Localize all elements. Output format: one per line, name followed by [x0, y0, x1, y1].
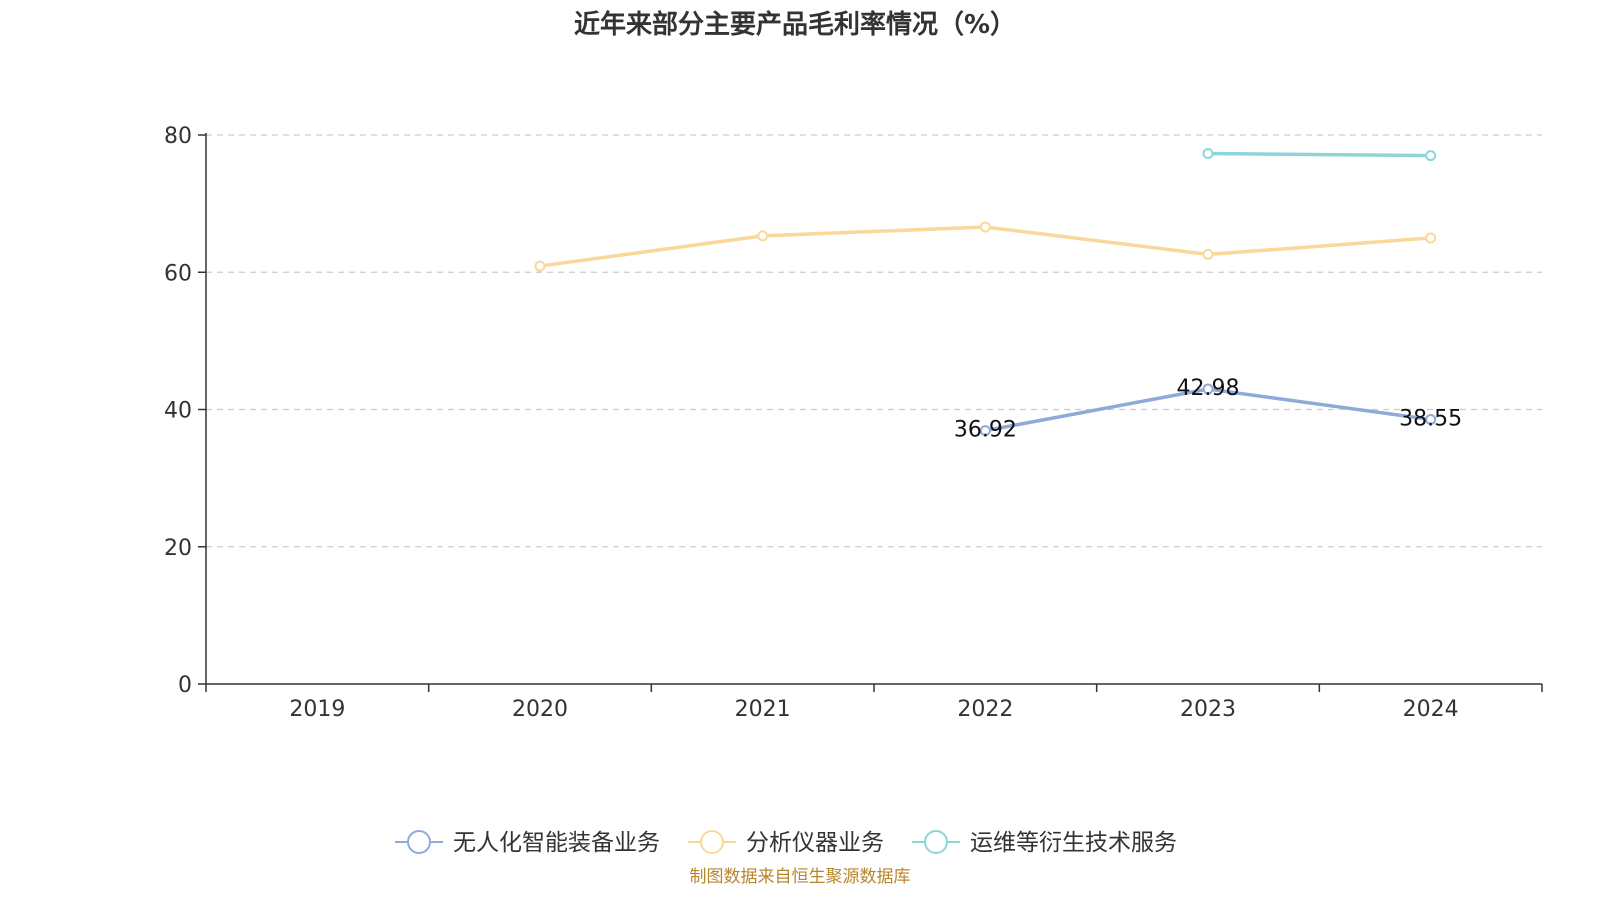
legend-marker [407, 830, 431, 854]
x-tick-label: 2024 [1403, 697, 1459, 722]
legend: 无人化智能装备业务 分析仪器业务 运维等衍生技术服务 [395, 830, 1177, 856]
x-tick-label: 2023 [1180, 697, 1236, 722]
data-label: 42.98 [1177, 376, 1240, 401]
series-line-1 [538, 225, 1433, 268]
legend-label: 无人化智能装备业务 [453, 830, 660, 856]
data-label: 36.92 [954, 418, 1017, 443]
data-labels: 36.92 42.98 38.55 [954, 376, 1462, 443]
data-point [979, 425, 991, 437]
grid-lines [206, 134, 1542, 548]
data-point [757, 230, 769, 242]
data-point [1425, 232, 1437, 244]
data-point [1425, 150, 1437, 162]
axes: 0 20 40 60 80 2019 2020 2021 2022 2023 2024 [164, 124, 1543, 722]
data-point [979, 221, 991, 233]
x-tick-label: 2021 [735, 697, 791, 722]
data-label: 38.55 [1399, 406, 1462, 431]
source-note: 制图数据来自恒生聚源数据库 [690, 867, 911, 887]
y-tick-label: 80 [164, 124, 192, 149]
legend-item-0: 无人化智能装备业务 [395, 830, 660, 856]
y-tick-label: 0 [178, 673, 192, 698]
x-tick-label: 2022 [957, 697, 1013, 722]
legend-marker [700, 830, 724, 854]
legend-label: 运维等衍生技术服务 [970, 830, 1177, 856]
series-group [534, 148, 1437, 437]
chart-title: 近年来部分主要产品毛利率情况（%） [574, 9, 1016, 40]
x-tick-label: 2020 [512, 697, 568, 722]
series-line-2 [1206, 151, 1433, 158]
data-point [1202, 248, 1214, 260]
data-point [1202, 383, 1214, 395]
data-point [1425, 413, 1437, 425]
y-tick-label: 60 [164, 261, 192, 286]
legend-item-1: 分析仪器业务 [688, 830, 884, 856]
data-point [534, 260, 546, 272]
legend-marker [924, 830, 948, 854]
y-tick-label: 20 [164, 536, 192, 561]
x-tick-label: 2019 [289, 697, 345, 722]
y-tick-label: 40 [164, 399, 192, 424]
legend-label: 分析仪器业务 [746, 830, 884, 856]
data-point [1202, 148, 1214, 160]
legend-item-2: 运维等衍生技术服务 [912, 830, 1177, 856]
